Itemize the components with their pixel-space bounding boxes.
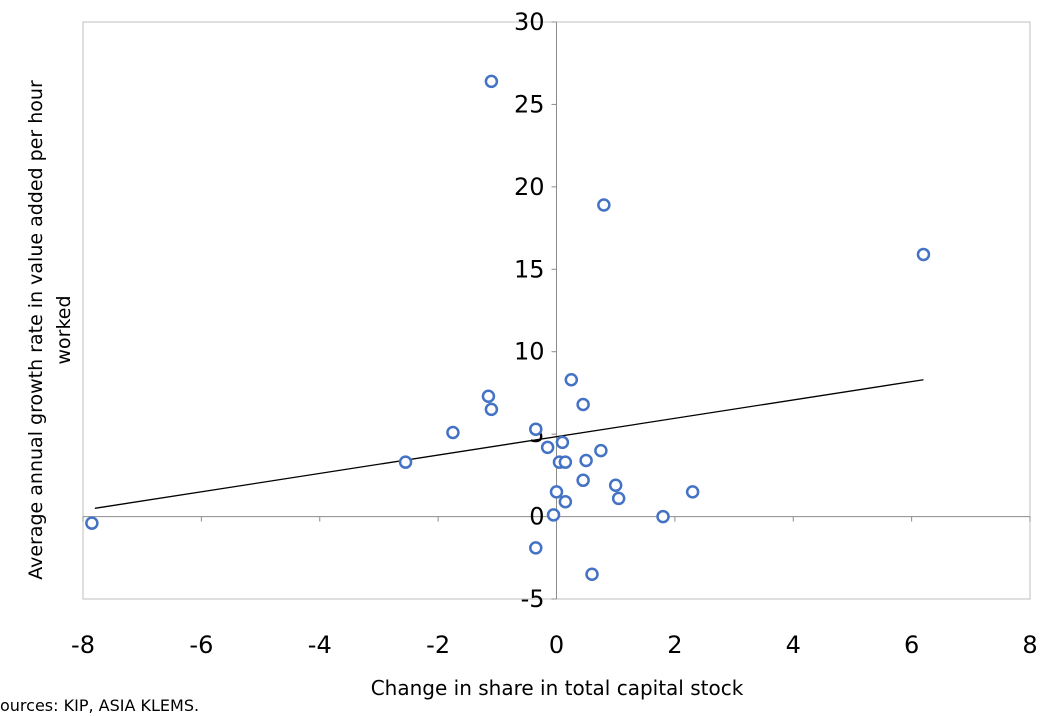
- data-point: [578, 399, 589, 410]
- data-point: [548, 509, 559, 520]
- data-point: [560, 457, 571, 468]
- data-point: [918, 249, 929, 260]
- data-point: [483, 391, 494, 402]
- data-point: [486, 76, 497, 87]
- y-tick-label: 20: [514, 173, 545, 201]
- y-tick-label: 30: [514, 8, 545, 36]
- data-point: [557, 437, 568, 448]
- data-points: [86, 76, 929, 580]
- y-axis-label-line-2: worked: [53, 295, 75, 364]
- x-tick-label: 8: [1022, 631, 1037, 659]
- data-point: [613, 493, 624, 504]
- data-point: [530, 424, 541, 435]
- source-note: ources: KIP, ASIA KLEMS.: [0, 696, 199, 715]
- x-tick-label: 2: [667, 631, 682, 659]
- data-point: [687, 486, 698, 497]
- x-tick-label: -2: [426, 631, 450, 659]
- data-point: [595, 445, 606, 456]
- data-point: [400, 457, 411, 468]
- x-tick-label: 4: [786, 631, 801, 659]
- data-point: [542, 442, 553, 453]
- y-tick-label: 0: [529, 503, 544, 531]
- y-tick-label: 25: [514, 90, 545, 118]
- data-point: [566, 374, 577, 385]
- data-point: [587, 569, 598, 580]
- trendline: [95, 380, 924, 509]
- y-axis-label-line-1: Average annual growth rate in value adde…: [25, 80, 47, 580]
- data-point: [530, 542, 541, 553]
- y-tick-label: 15: [514, 255, 545, 283]
- data-point: [578, 475, 589, 486]
- y-tick-label: -5: [521, 585, 545, 613]
- x-tick-label: 0: [549, 631, 564, 659]
- x-axis-label: Change in share in total capital stock: [371, 676, 744, 700]
- data-point: [658, 511, 669, 522]
- x-tick-label: -8: [71, 631, 95, 659]
- x-tick-label: 6: [904, 631, 919, 659]
- data-point: [610, 480, 621, 491]
- data-point: [486, 404, 497, 415]
- data-point: [551, 486, 562, 497]
- x-tick-label: -4: [308, 631, 332, 659]
- x-tick-label: -6: [189, 631, 213, 659]
- data-point: [581, 455, 592, 466]
- data-point: [86, 518, 97, 529]
- data-point: [560, 496, 571, 507]
- data-point: [598, 199, 609, 210]
- trendline-group: [95, 380, 924, 509]
- data-point: [447, 427, 458, 438]
- y-tick-label: 10: [514, 338, 545, 366]
